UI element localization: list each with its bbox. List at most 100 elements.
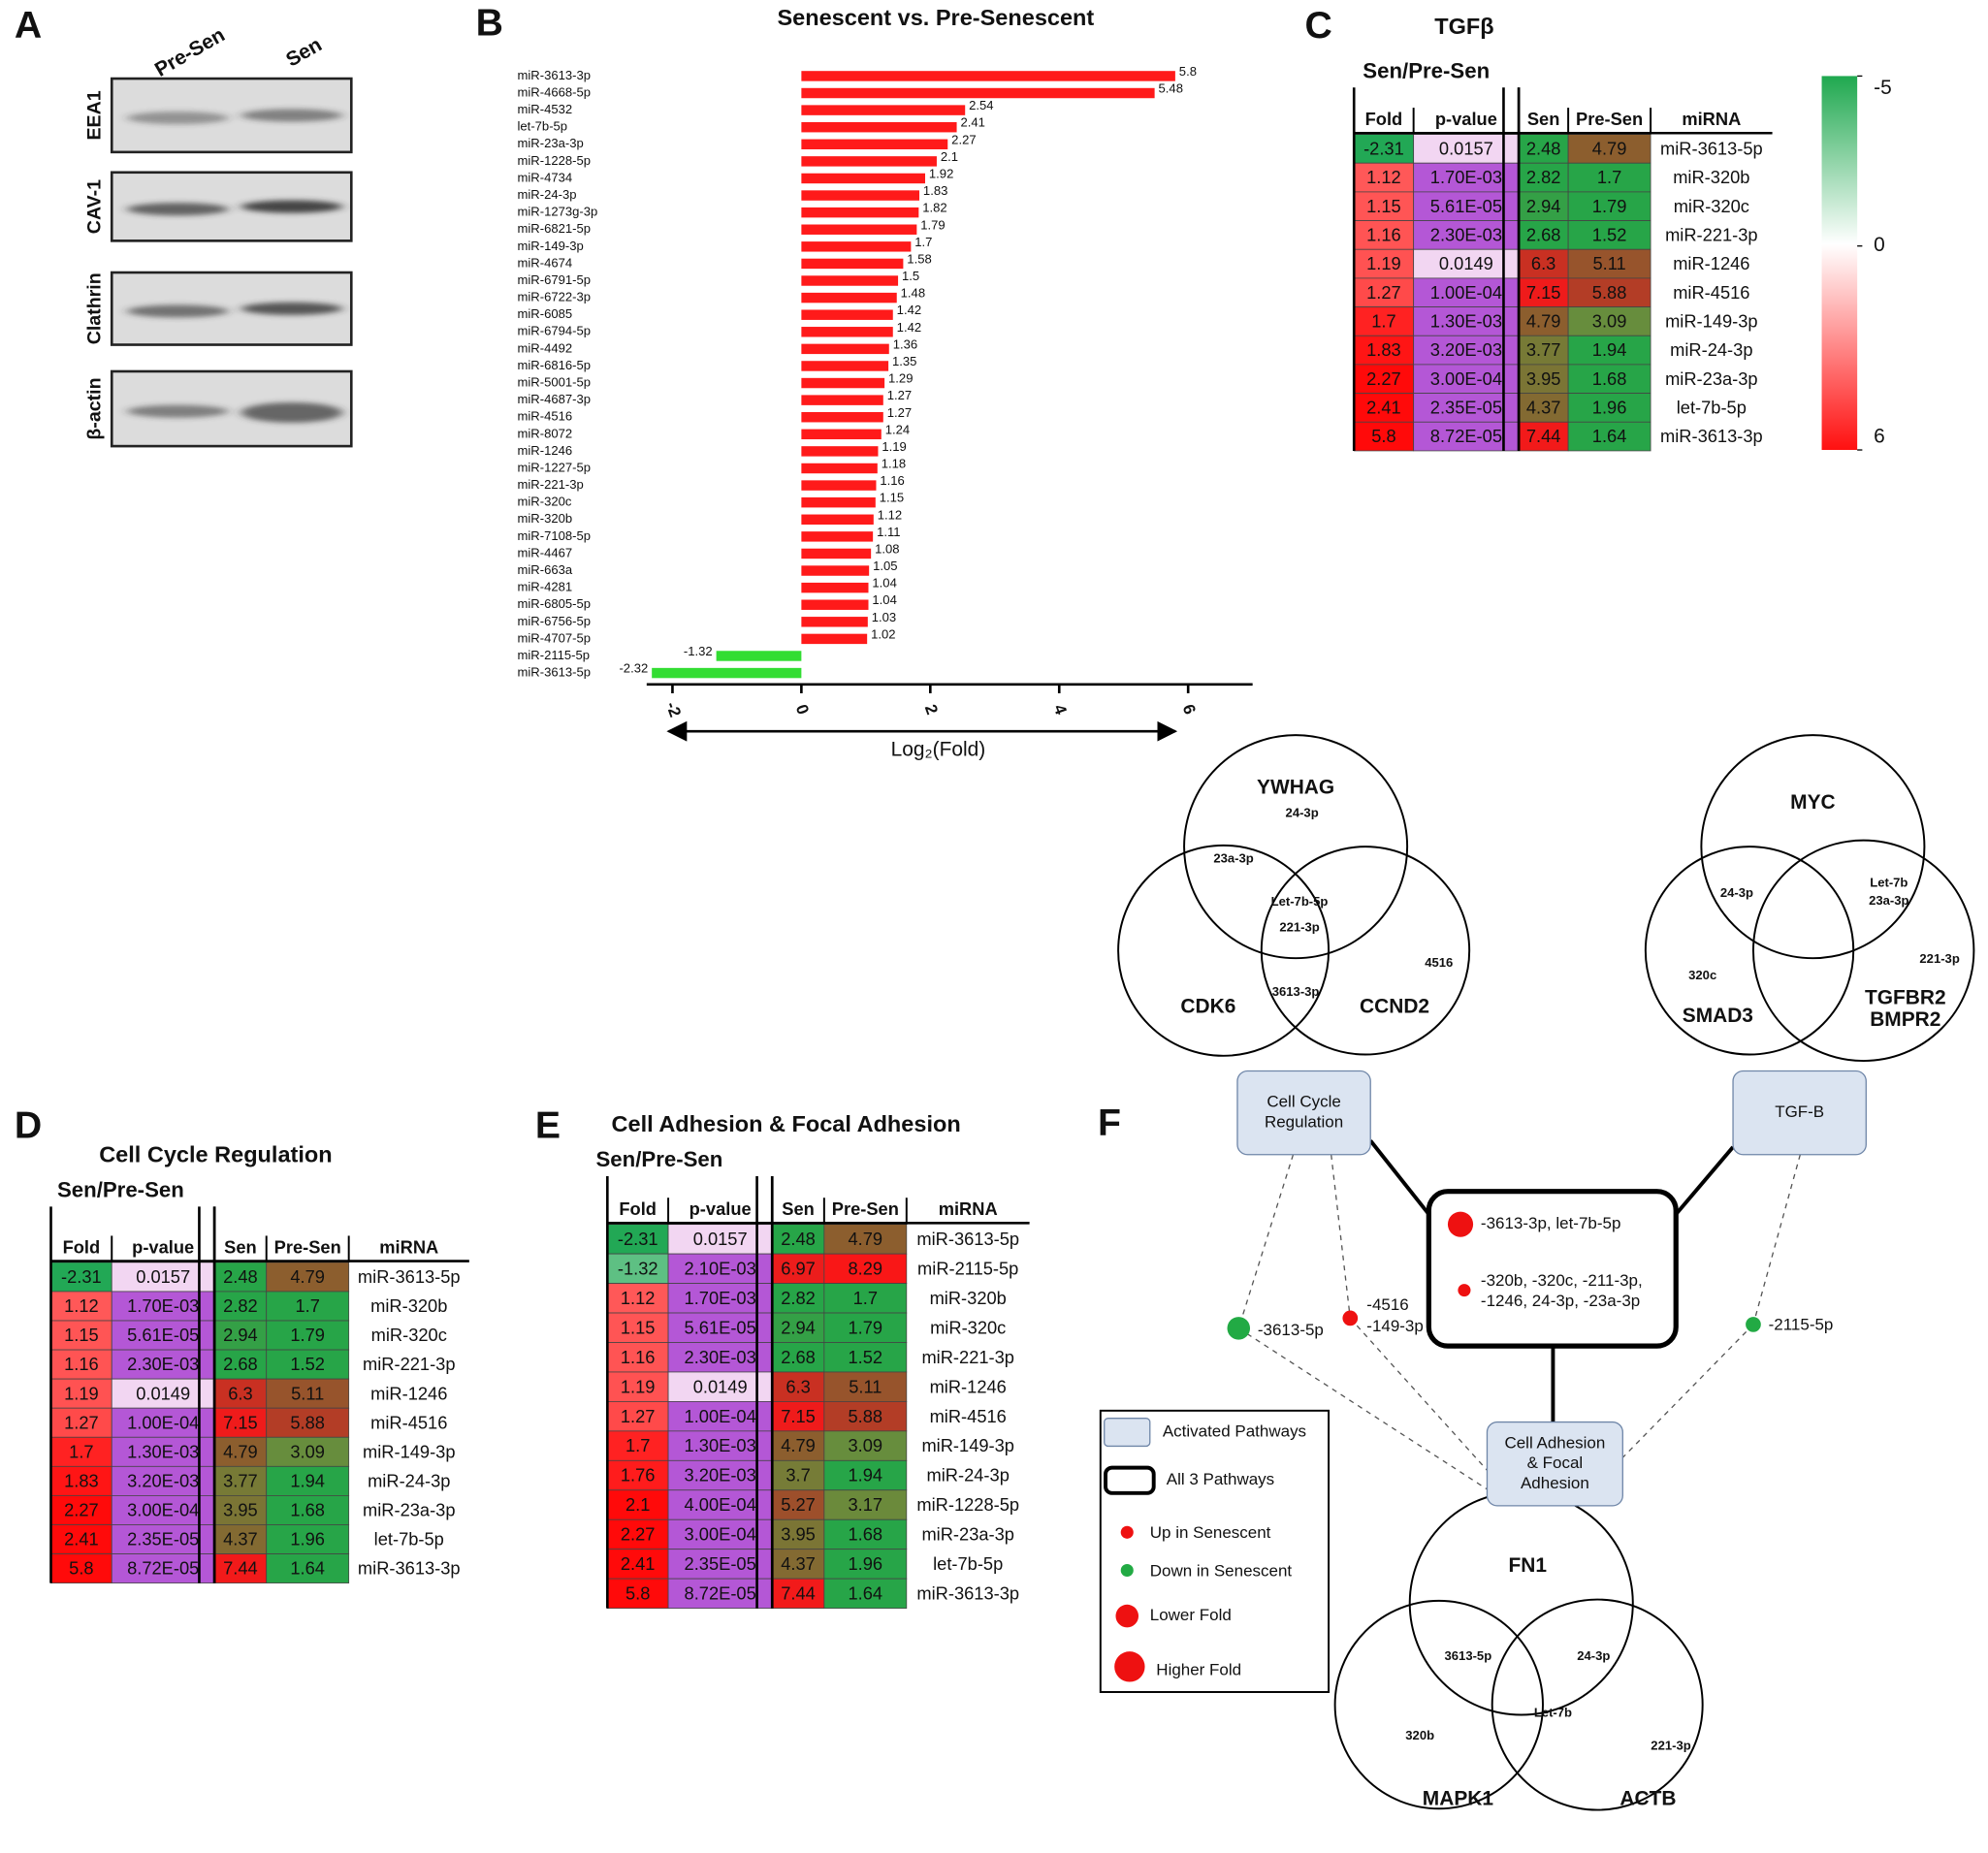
category-label: miR-7108-5p xyxy=(518,528,592,543)
cell-text: 2.30E-03 xyxy=(1430,225,1502,245)
cell xyxy=(111,1436,215,1467)
cell-text: 1.16 xyxy=(621,1347,656,1367)
cell-text: miR-3613-5p xyxy=(358,1266,461,1287)
column-header: Sen xyxy=(224,1236,257,1257)
cell xyxy=(266,1465,350,1496)
cell xyxy=(606,1518,669,1550)
node-dot xyxy=(1342,1310,1359,1326)
bar xyxy=(801,514,874,525)
column-header: miRNA xyxy=(939,1198,998,1219)
cell-text: 3.7 xyxy=(786,1465,810,1486)
cell-text: 1.52 xyxy=(849,1347,883,1367)
cell-text: 8.72E-05 xyxy=(1430,426,1502,446)
connector xyxy=(1674,1145,1735,1216)
value-label: 1.79 xyxy=(920,217,945,232)
cell-text: miR-4516 xyxy=(930,1406,1007,1426)
table-title: TGFβ xyxy=(1434,14,1493,39)
cell-text: 1.7 xyxy=(295,1295,319,1316)
category-label: miR-6805-5p xyxy=(518,596,592,611)
cell-text: 5.88 xyxy=(290,1412,325,1432)
value-label: 2.1 xyxy=(941,149,958,164)
cell-text: 3.20E-03 xyxy=(127,1470,199,1490)
venn-circle xyxy=(1751,839,1975,1063)
category-label: miR-149-3p xyxy=(518,239,584,253)
bar xyxy=(716,651,802,661)
cell-text: 1.27 xyxy=(1366,282,1401,303)
venn-label: Let-7b-5p xyxy=(1271,894,1329,909)
bar xyxy=(801,531,874,542)
cell-text: miR-149-3p xyxy=(363,1441,456,1461)
cell-text: 4.79 xyxy=(849,1229,883,1249)
column-header: Fold xyxy=(63,1236,101,1257)
cell-text: 5.61E-05 xyxy=(1430,196,1502,216)
cell xyxy=(823,1430,908,1461)
set-label: MYC xyxy=(1790,791,1835,814)
cell-text: 1.00E-04 xyxy=(685,1406,756,1426)
band xyxy=(240,200,343,213)
value-label: 1.58 xyxy=(907,251,931,266)
blot-label: CAV-1 xyxy=(83,179,105,234)
band xyxy=(126,404,229,418)
cell-text: 3.20E-03 xyxy=(1430,339,1502,360)
cell xyxy=(1518,162,1569,193)
cell-text: 2.94 xyxy=(223,1325,258,1345)
bar xyxy=(801,327,893,337)
cell-text: 2.82 xyxy=(223,1295,258,1316)
cell-text: 3.00E-04 xyxy=(127,1500,199,1520)
cell-text: 3.95 xyxy=(1526,368,1561,389)
cell-text: 5.88 xyxy=(1592,282,1627,303)
cell-text: 6.3 xyxy=(786,1376,810,1396)
value-label: 1.04 xyxy=(872,592,896,607)
cell-text: 4.37 xyxy=(1526,398,1561,418)
cell-text: 1.12 xyxy=(1366,167,1401,187)
category-label: miR-6794-5p xyxy=(518,324,592,338)
value-label: 1.27 xyxy=(887,388,912,402)
cell-text: 1.15 xyxy=(1366,196,1401,216)
colorbar xyxy=(1821,76,1858,451)
cell-text: miR-24-3p xyxy=(1670,339,1752,360)
cell-text: 1.15 xyxy=(621,1317,656,1337)
cell-text: 7.44 xyxy=(781,1583,816,1604)
cell xyxy=(213,1262,268,1293)
cell-text: 1.52 xyxy=(290,1354,325,1374)
cell-text: 4.37 xyxy=(223,1529,258,1549)
category-label: miR-4707-5p xyxy=(518,630,592,645)
set-label: TGFBR2 xyxy=(1865,987,1946,1009)
value-label: -2.32 xyxy=(619,661,648,676)
bar xyxy=(801,446,879,457)
cell xyxy=(1353,134,1415,164)
cell-text: miR-24-3p xyxy=(368,1470,450,1490)
cell-text: 6.3 xyxy=(228,1383,252,1403)
category-label: miR-4532 xyxy=(518,102,573,116)
bar xyxy=(801,361,889,371)
value-label: 2.27 xyxy=(951,132,976,146)
table-title: Cell Cycle Regulation xyxy=(99,1141,332,1166)
cell-text: 1.7 xyxy=(1371,311,1395,332)
legend-label: Higher Fold xyxy=(1156,1660,1241,1678)
value-label: 1.04 xyxy=(872,576,896,591)
cell-text: -1.32 xyxy=(618,1258,658,1278)
cell-text: 1.19 xyxy=(621,1376,656,1396)
venn-label: 320c xyxy=(1688,968,1716,982)
cell-text: 2.10E-03 xyxy=(685,1258,756,1278)
value-label: 1.03 xyxy=(872,610,896,624)
node-dot xyxy=(1227,1317,1251,1340)
cell-text: -2.31 xyxy=(618,1229,658,1249)
venn-label: 221-3p xyxy=(1279,919,1319,934)
cell-text: let-7b-5p xyxy=(933,1553,1003,1574)
cell xyxy=(1567,421,1651,452)
cell-text: 2.94 xyxy=(781,1317,816,1337)
cell-text: 1.79 xyxy=(290,1325,325,1345)
panel-label: A xyxy=(15,5,42,47)
value-label: 2.54 xyxy=(969,98,993,112)
blot-label: EEA1 xyxy=(83,90,105,140)
cell-text: 5.61E-05 xyxy=(127,1325,199,1345)
cell xyxy=(1353,393,1415,423)
cell xyxy=(823,1224,908,1255)
set-label: ACTB xyxy=(1619,1788,1676,1810)
pathway-box xyxy=(1732,1070,1867,1156)
value-label: 1.7 xyxy=(914,235,932,249)
bar xyxy=(801,599,869,610)
cell-text: miR-3613-5p xyxy=(916,1229,1019,1249)
category-label: miR-5001-5p xyxy=(518,375,592,390)
